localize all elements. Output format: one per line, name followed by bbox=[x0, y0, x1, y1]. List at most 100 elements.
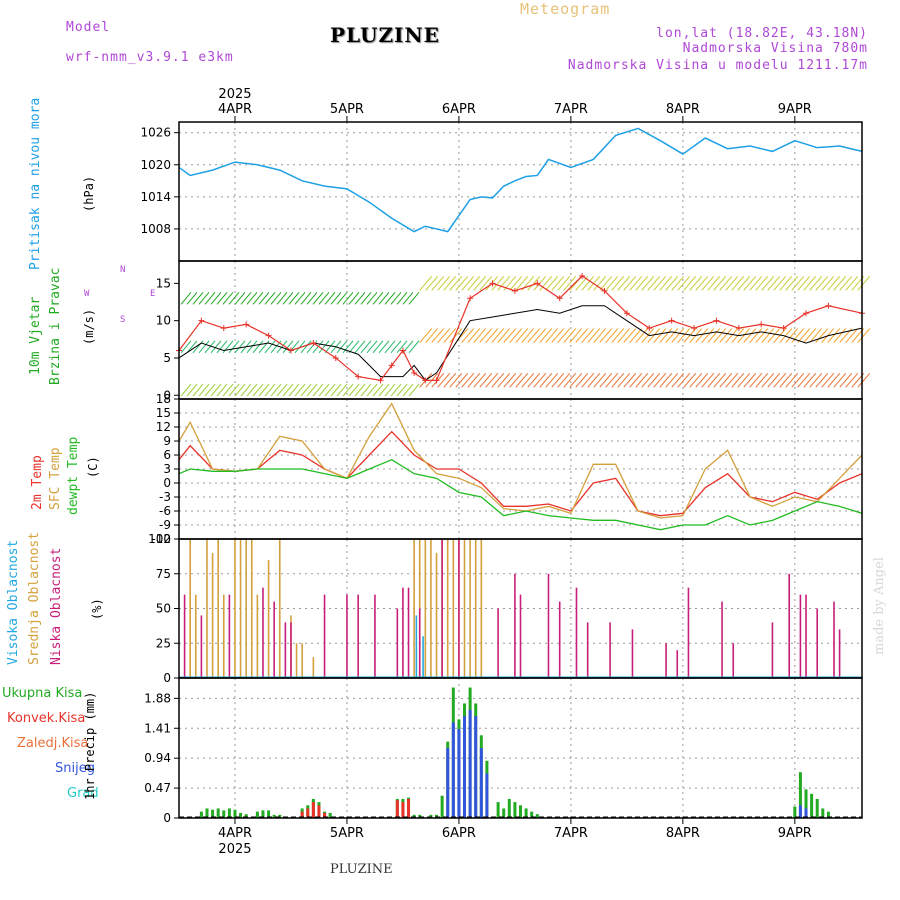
wind-barb bbox=[455, 276, 469, 291]
ytick-label: 18 bbox=[156, 392, 171, 406]
wind-gust-marker bbox=[579, 272, 586, 279]
precip-bar-convective bbox=[407, 798, 411, 818]
wind-barb bbox=[719, 276, 733, 291]
date-label-top: 4APR bbox=[218, 102, 252, 117]
precip-bar-snow bbox=[804, 808, 808, 818]
precip-bar-total bbox=[227, 808, 231, 818]
wind-barb bbox=[491, 276, 505, 291]
wind-barb bbox=[425, 328, 439, 343]
wind-barb bbox=[258, 383, 270, 397]
wind-barb bbox=[473, 276, 487, 291]
wind-barb bbox=[617, 328, 631, 343]
wind-barb bbox=[533, 328, 547, 343]
model-altitude-label: Nadmorska Visina u modelu 1211.17m bbox=[567, 58, 868, 73]
wind-barb bbox=[449, 276, 463, 291]
precip-bar-total bbox=[429, 814, 433, 818]
wind-barb bbox=[204, 340, 216, 354]
wind-barb bbox=[288, 383, 300, 397]
wind-gust-marker bbox=[433, 377, 440, 384]
wind-barb bbox=[360, 383, 372, 397]
wind-barb bbox=[372, 340, 384, 354]
wind-gust-marker bbox=[713, 317, 720, 324]
wind-barb bbox=[246, 291, 258, 305]
precip-bar-snow bbox=[485, 773, 489, 818]
wind-barb bbox=[803, 276, 817, 291]
wind-gust-marker bbox=[780, 325, 787, 332]
wind-barb bbox=[390, 291, 402, 305]
wind-compass: N W E S bbox=[84, 265, 155, 325]
wind-barb bbox=[737, 276, 751, 291]
wind-barb bbox=[521, 373, 535, 388]
wind-barb bbox=[587, 373, 601, 388]
wind-barb bbox=[342, 340, 354, 354]
precip-bar-total bbox=[524, 808, 528, 818]
temp-line-sfc bbox=[178, 402, 863, 519]
precip-bar-convective bbox=[323, 812, 327, 818]
wind-barb bbox=[336, 291, 348, 305]
ytick-label: 10 bbox=[156, 314, 171, 328]
wind-barb bbox=[324, 340, 336, 354]
wind-barb bbox=[461, 373, 475, 388]
wind-barb bbox=[653, 373, 667, 388]
precip-bar-snow bbox=[468, 709, 472, 818]
wind-barb bbox=[611, 373, 625, 388]
legend-hail: Grad bbox=[67, 786, 99, 801]
ytick-label: 1.88 bbox=[144, 691, 171, 705]
wind-barb bbox=[276, 383, 288, 397]
wind-barb bbox=[216, 291, 228, 305]
ytick-label: 9 bbox=[163, 434, 171, 448]
wind-barb bbox=[210, 340, 222, 354]
wind-barb bbox=[779, 328, 793, 343]
wind-barb bbox=[677, 373, 691, 388]
precip-bar-total bbox=[530, 811, 534, 818]
wind-barb bbox=[707, 328, 721, 343]
wind-barb bbox=[581, 373, 595, 388]
wind-barb bbox=[701, 328, 715, 343]
wind-barb bbox=[186, 291, 198, 305]
wind-gust-marker bbox=[668, 317, 675, 324]
wind-barb bbox=[354, 383, 366, 397]
altitude-label: Nadmorska Visina 780m bbox=[682, 41, 868, 56]
wind-barb bbox=[557, 276, 571, 291]
wind-barb bbox=[312, 291, 324, 305]
ytick-label: 0.94 bbox=[144, 751, 171, 765]
wind-barb bbox=[611, 276, 625, 291]
precip-bar-total bbox=[502, 808, 506, 818]
ytick-label: 12 bbox=[156, 420, 171, 434]
wind-barb bbox=[348, 340, 360, 354]
precip-bar-total bbox=[810, 793, 814, 818]
ytick-label: 0.47 bbox=[144, 781, 171, 795]
wind-barb bbox=[569, 373, 583, 388]
wind-barb bbox=[384, 291, 396, 305]
wind-barb bbox=[360, 340, 372, 354]
wind-barb bbox=[821, 373, 835, 388]
wind-gust-marker bbox=[556, 295, 563, 302]
wind-gust-marker bbox=[758, 321, 765, 328]
wind-gust-marker bbox=[467, 295, 474, 302]
wind-barb bbox=[509, 328, 523, 343]
panel-frame bbox=[178, 677, 863, 819]
wind-barb bbox=[515, 276, 529, 291]
precip-bar-snow bbox=[457, 728, 461, 818]
precip-bar-total bbox=[435, 814, 439, 818]
wind-barb bbox=[659, 373, 673, 388]
wind-barb bbox=[785, 373, 799, 388]
wind-barb bbox=[294, 291, 306, 305]
ytick-label: 25 bbox=[156, 636, 171, 650]
wind-barb bbox=[713, 328, 727, 343]
precip-bar-total bbox=[278, 814, 282, 818]
precip-bar-total bbox=[222, 810, 226, 818]
ytick-label: 0 bbox=[163, 476, 171, 490]
wind-barb bbox=[276, 340, 288, 354]
wind-barb bbox=[318, 340, 330, 354]
wind-barb bbox=[282, 383, 294, 397]
wind-barb bbox=[773, 373, 787, 388]
wind-barb bbox=[551, 276, 565, 291]
wind-barb bbox=[641, 373, 655, 388]
wind-barb bbox=[761, 276, 775, 291]
wind-barb bbox=[827, 373, 841, 388]
wind-barb bbox=[743, 276, 757, 291]
wind-barb bbox=[408, 291, 420, 305]
wind-barb bbox=[833, 276, 847, 291]
precip-bar-total bbox=[272, 814, 276, 818]
